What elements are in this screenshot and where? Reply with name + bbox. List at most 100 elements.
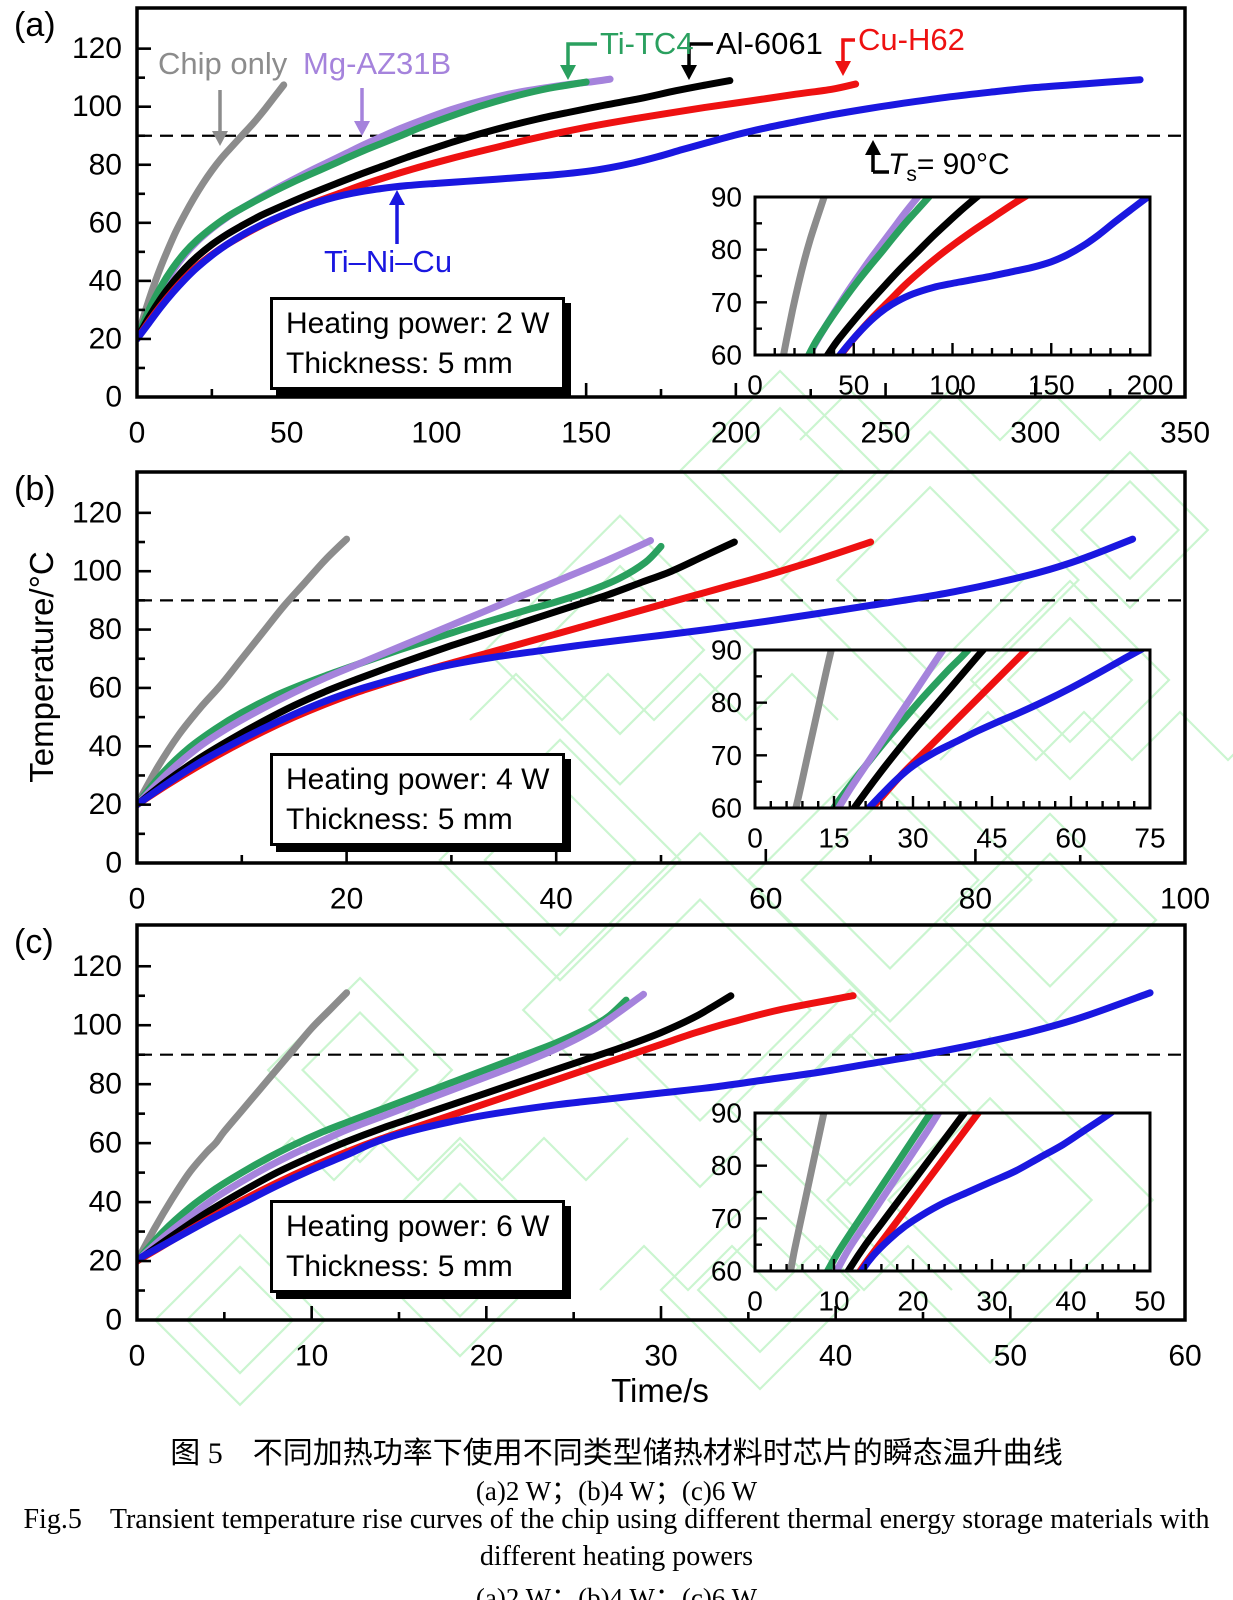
inset-curve-Ti-TC4: [804, 197, 934, 355]
inset-curve-Mg-AZ31B: [832, 1113, 943, 1271]
inset-curve-Ti–Ni–Cu: [864, 650, 1148, 808]
inset-curve-Mg-AZ31B: [834, 650, 948, 808]
series-label-ti-tc4: Ti-TC4: [600, 26, 694, 61]
tick-label: 50: [838, 370, 869, 401]
tick-label: 60: [711, 1256, 742, 1287]
tick-label: 30: [897, 823, 928, 854]
tick-label: 120: [72, 950, 122, 983]
curve-Ti-TC4: [137, 996, 630, 1265]
x-axis-title: Time/s: [611, 1372, 709, 1409]
tick-label: 80: [711, 234, 742, 265]
inset-curve-Chip only: [786, 1113, 828, 1271]
curve-Ti–Ni–Cu: [137, 535, 1137, 809]
curve-Al-6061: [137, 538, 738, 809]
tick-label: 30: [976, 1286, 1007, 1317]
tick-label: 60: [89, 671, 122, 704]
tick-label: 120: [72, 496, 122, 529]
tick-label: 150: [561, 417, 611, 450]
series-label-cu-h62: Cu-H62: [858, 22, 965, 57]
infobox-b-power: Heating power: 4 W: [286, 763, 550, 796]
inset-curve-Al-6061: [849, 650, 988, 808]
threshold-symbol: T: [888, 148, 907, 181]
tick-label: 15: [818, 823, 849, 854]
tick-label: 80: [711, 1150, 742, 1181]
tick-label: 60: [1168, 1340, 1201, 1373]
caption-english-line3: (a)2 W；(b)4 W；(c)6 W: [475, 1583, 758, 1600]
tick-label: 120: [72, 32, 122, 65]
infobox-c-power: Heating power: 6 W: [286, 1210, 550, 1243]
y-axis-title: Temperature/°C: [23, 551, 60, 783]
curve-Mg-AZ31B: [137, 537, 655, 809]
curves: [137, 535, 1137, 809]
tick-label: 20: [89, 788, 122, 821]
inset-curve-Al-6061: [844, 1113, 969, 1271]
tick-label: 10: [295, 1340, 328, 1373]
tick-label: 50: [994, 1340, 1027, 1373]
tick-label: 100: [72, 1009, 122, 1042]
infobox-a: Heating power: 2 W Thickness: 5 mm: [270, 297, 566, 391]
tick-label: 250: [861, 417, 911, 450]
tick-label: 90: [711, 182, 742, 213]
curve-Ti-TC4: [137, 78, 590, 343]
panel-a: 0 50 100 150 200 250 300 350 0 20 40 60 80 100 120 0 50 1…: [72, 6, 1210, 450]
tick-label: 0: [747, 370, 763, 401]
tick-label: 20: [89, 322, 122, 355]
inset-curve-Chip only: [792, 650, 835, 808]
tick-label: 150: [1028, 370, 1075, 401]
series-label-al-6061: Al-6061: [716, 26, 823, 61]
curve-Al-6061: [137, 77, 734, 343]
tick-label: 100: [1160, 883, 1210, 916]
tick-label: 70: [711, 287, 742, 318]
tick-label: 0: [129, 1340, 146, 1373]
tick-label: 0: [747, 1286, 763, 1317]
panel-label-b: (b): [14, 470, 56, 508]
tick-label: 350: [1160, 417, 1210, 450]
tick-label: 60: [89, 1127, 122, 1160]
annotation-arrows: [212, 38, 889, 244]
panel-label-c: (c): [14, 923, 54, 961]
tick-label: 50: [270, 417, 303, 450]
inset-curve-Chip only: [779, 197, 828, 355]
curve-Chip only: [137, 989, 351, 1265]
inset-curves: [786, 1113, 1117, 1271]
tick-label: 80: [711, 687, 742, 718]
threshold-value: = 90°C: [916, 148, 1010, 181]
tick-label: 40: [540, 883, 573, 916]
tick-label: 40: [819, 1340, 852, 1373]
curves: [137, 75, 1144, 343]
tick-label: 200: [1127, 370, 1174, 401]
inset-curves: [779, 197, 1150, 355]
tick-label: 10: [818, 1286, 849, 1317]
curve-Mg-AZ31B: [137, 990, 648, 1265]
watermark: [153, 369, 1233, 1407]
tick-label: 90: [711, 635, 742, 666]
infobox-b: Heating power: 4 W Thickness: 5 mm: [270, 753, 566, 847]
tick-label: 70: [711, 740, 742, 771]
curve-Chip only: [137, 535, 351, 809]
tick-label: 60: [711, 340, 742, 371]
inset-curve-Ti-TC4: [823, 1113, 935, 1271]
inset-curve-Ti–Ni–Cu: [857, 1113, 1117, 1271]
tick-label: 45: [976, 823, 1007, 854]
tick-label: 40: [89, 730, 122, 763]
tick-label: 90: [711, 1098, 742, 1129]
tick-label: 200: [711, 417, 761, 450]
inset-curve-Al-6061: [823, 197, 983, 355]
caption-chinese: 图 5 不同加热功率下使用不同类型储热材料时芯片的瞬态温升曲线: [170, 1437, 1063, 1470]
tick-label: 0: [105, 381, 122, 414]
tick-label: 80: [959, 883, 992, 916]
caption-english-line1: Fig.5 Transient temperature rise curves …: [23, 1504, 1210, 1535]
curve-Ti–Ni–Cu: [137, 76, 1144, 343]
tick-label: 20: [470, 1340, 503, 1373]
tick-label: 80: [89, 613, 122, 646]
tick-label: 50: [1134, 1286, 1165, 1317]
tick-label: 40: [89, 1186, 122, 1219]
infobox-c-thickness: Thickness: 5 mm: [286, 1249, 513, 1283]
inset-curve-Cu-H62: [836, 197, 1032, 355]
tick-label: 80: [89, 1068, 122, 1101]
tick-label: 20: [330, 883, 363, 916]
series-label-chip-only: Chip only: [158, 46, 288, 81]
infobox-a-power: Heating power: 2 W: [286, 307, 550, 340]
